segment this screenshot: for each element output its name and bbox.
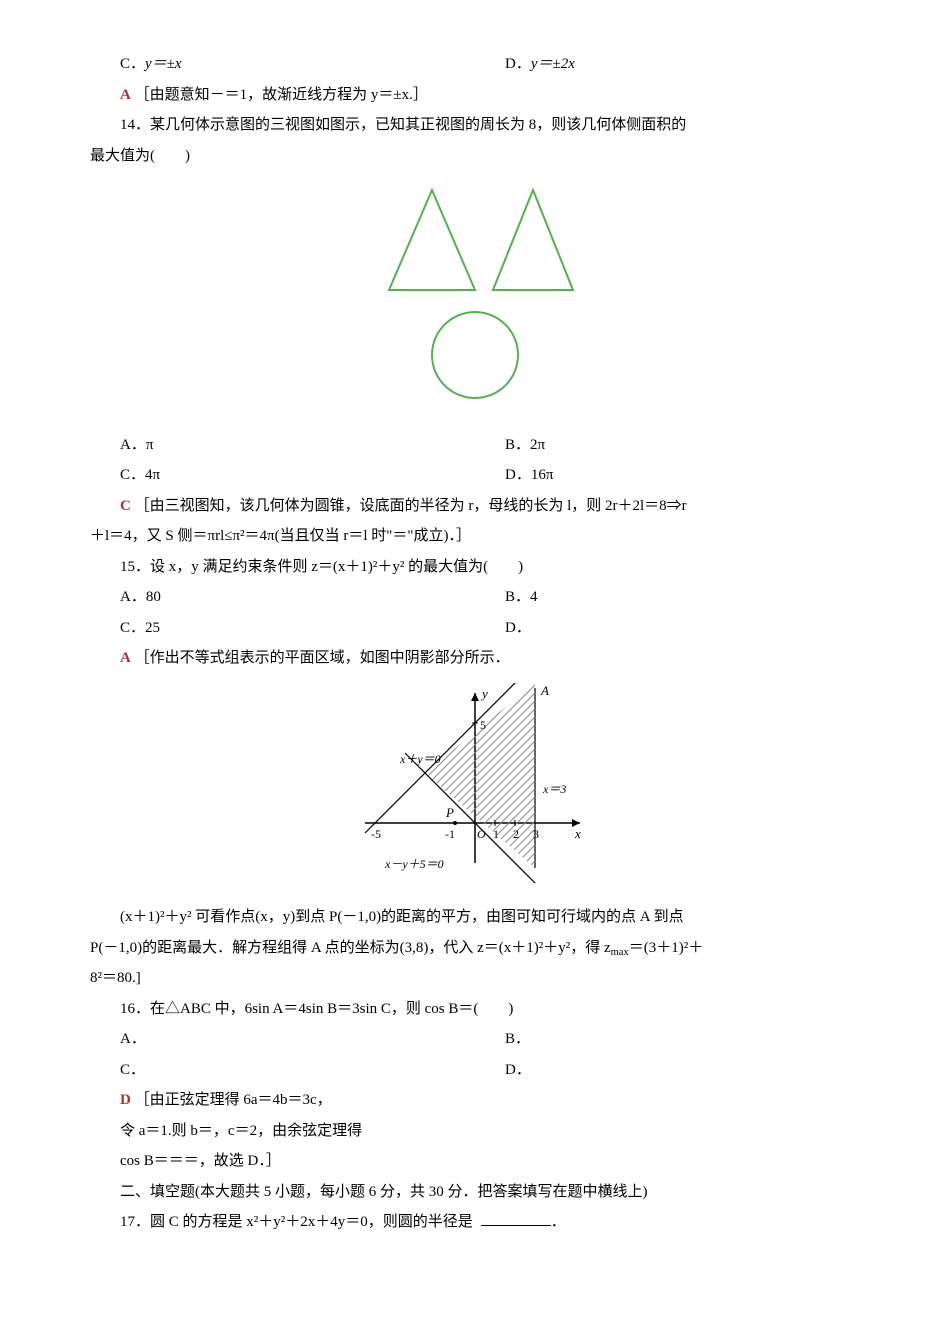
q13-optC: C．y＝±x <box>90 50 475 79</box>
diagram-label-3: 3 <box>533 827 539 841</box>
q16-options-ab: A． B． <box>90 1025 860 1054</box>
q15-options-ab: A．80 B．4 <box>90 583 860 612</box>
q15-sol-line2: P(－1,0)的距离最大．解方程组得 A 点的坐标为(3,8)，代入 z＝(x＋… <box>90 934 860 963</box>
diagram-label-m1: -1 <box>445 827 455 841</box>
diagram-label-m5: -5 <box>371 827 381 841</box>
section2-title: 二、填空题(本大题共 5 小题，每小题 6 分，共 30 分．把答案填写在题中横… <box>90 1178 860 1207</box>
q14-options-ab: A．π B．2π <box>90 431 860 460</box>
q15-options-cd: C．25 D． <box>90 614 860 643</box>
q14-ans-text: ［由三视图知，该几何体为圆锥，设底面的半径为 r，母线的长为 l，则 2r＋2l… <box>135 498 687 514</box>
q15-optB: B．4 <box>475 583 860 612</box>
q15-sol2-a: P(－1,0)的距离最大．解方程组得 A 点的坐标为(3,8)，代入 z＝(x＋… <box>90 940 611 956</box>
q14-stem-line2: 最大值为( ) <box>90 142 860 171</box>
q16-optB: B． <box>475 1025 860 1054</box>
q16-sol2: cos B＝＝＝，故选 D．］ <box>90 1147 860 1176</box>
q13-optC-label: C． <box>120 56 145 72</box>
q16-optC: C． <box>90 1056 475 1085</box>
q16-options-cd: C． D． <box>90 1056 860 1085</box>
q15-ans-text: ［作出不等式组表示的平面区域，如图中阴影部分所示． <box>135 650 510 666</box>
q14-ans-label: C <box>120 498 131 514</box>
q14-options-cd: C．4π D．16π <box>90 461 860 490</box>
q17-stem-end: ． <box>551 1214 566 1230</box>
q15-sol2-sub: max <box>611 947 629 958</box>
q13-ans-text: ［由题意知－＝1，故渐近线方程为 y＝±x.］ <box>135 87 428 103</box>
feasible-region-icon: y A x 5 P -5 -1 O 1 2 3 x＋y＝0 x＝3 x－y＋5＝… <box>345 683 605 883</box>
q16-ans-label: D <box>120 1092 131 1108</box>
q15-optA: A．80 <box>90 583 475 612</box>
q15-optD: D． <box>475 614 860 643</box>
diagram-label-1: 1 <box>493 827 499 841</box>
cone-views-icon <box>365 180 585 410</box>
diagram-label-2: 2 <box>513 827 519 841</box>
q16-optA: A． <box>90 1025 475 1054</box>
q13-optC-formula: y＝±x <box>145 56 182 72</box>
q15-optC: C．25 <box>90 614 475 643</box>
q15-stem: 15．设 x，y 满足约束条件则 z＝(x＋1)²＋y² 的最大值为( ) <box>90 553 860 582</box>
q15-sol-line3: 8²＝80.] <box>90 964 860 993</box>
q16-ans-text: ［由正弦定理得 6a＝4b＝3c， <box>135 1092 332 1108</box>
q14-optA: A．π <box>90 431 475 460</box>
diagram-label-A: A <box>540 683 549 698</box>
q16-sol1: 令 a＝1.则 b＝，c＝2，由余弦定理得 <box>90 1117 860 1146</box>
q15-ans-label: A <box>120 650 131 666</box>
diagram-line1: x＋y＝0 <box>399 752 441 766</box>
q16-answer: D ［由正弦定理得 6a＝4b＝3c， <box>90 1086 860 1115</box>
q13-optD: D．y＝±2x <box>475 50 860 79</box>
q15-answer: A ［作出不等式组表示的平面区域，如图中阴影部分所示． <box>90 644 860 673</box>
q14-stem-line1: 14．某几何体示意图的三视图如图示，已知其正视图的周长为 8，则该几何体侧面积的 <box>90 111 860 140</box>
q17-stem: 17．圆 C 的方程是 x²＋y²＋2x＋4y＝0，则圆的半径是 ． <box>90 1208 860 1237</box>
q15-sol-line1: (x＋1)²＋y² 可看作点(x，y)到点 P(－1,0)的距离的平方，由图可知… <box>90 903 860 932</box>
q14-answer-line2: ＋l＝4，又 S 侧＝πrl≤π²＝4π(当且仅当 r＝l 时"＝"成立)．］ <box>90 522 860 551</box>
diagram-label-P: P <box>445 805 454 820</box>
diagram-label-x: x <box>574 826 581 841</box>
q14-figure <box>90 180 860 421</box>
diagram-line2: x＝3 <box>542 782 566 796</box>
diagram-line3: x－y＋5＝0 <box>384 857 444 871</box>
q13-optD-label: D． <box>505 56 531 72</box>
q17-blank <box>481 1225 551 1226</box>
q16-stem: 16．在△ABC 中，6sin A＝4sin B＝3sin C，则 cos B＝… <box>90 995 860 1024</box>
q13-answer: A ［由题意知－＝1，故渐近线方程为 y＝±x.］ <box>90 81 860 110</box>
diagram-label-y: y <box>480 686 488 701</box>
q13-options-cd: C．y＝±x D．y＝±2x <box>90 50 860 79</box>
q14-optD: D．16π <box>475 461 860 490</box>
diagram-label-O: O <box>477 827 486 841</box>
q13-ans-label: A <box>120 87 131 103</box>
q14-answer-line1: C ［由三视图知，该几何体为圆锥，设底面的半径为 r，母线的长为 l，则 2r＋… <box>90 492 860 521</box>
q16-optD: D． <box>475 1056 860 1085</box>
q14-optB: B．2π <box>475 431 860 460</box>
q17-stem-text: 17．圆 C 的方程是 x²＋y²＋2x＋4y＝0，则圆的半径是 <box>120 1214 473 1230</box>
q15-figure: y A x 5 P -5 -1 O 1 2 3 x＋y＝0 x＝3 x－y＋5＝… <box>90 683 860 894</box>
diagram-label-5: 5 <box>480 718 486 732</box>
q13-optD-formula: y＝±2x <box>531 56 575 72</box>
q14-optC: C．4π <box>90 461 475 490</box>
q15-sol2-b: ＝(3＋1)²＋ <box>629 940 704 956</box>
